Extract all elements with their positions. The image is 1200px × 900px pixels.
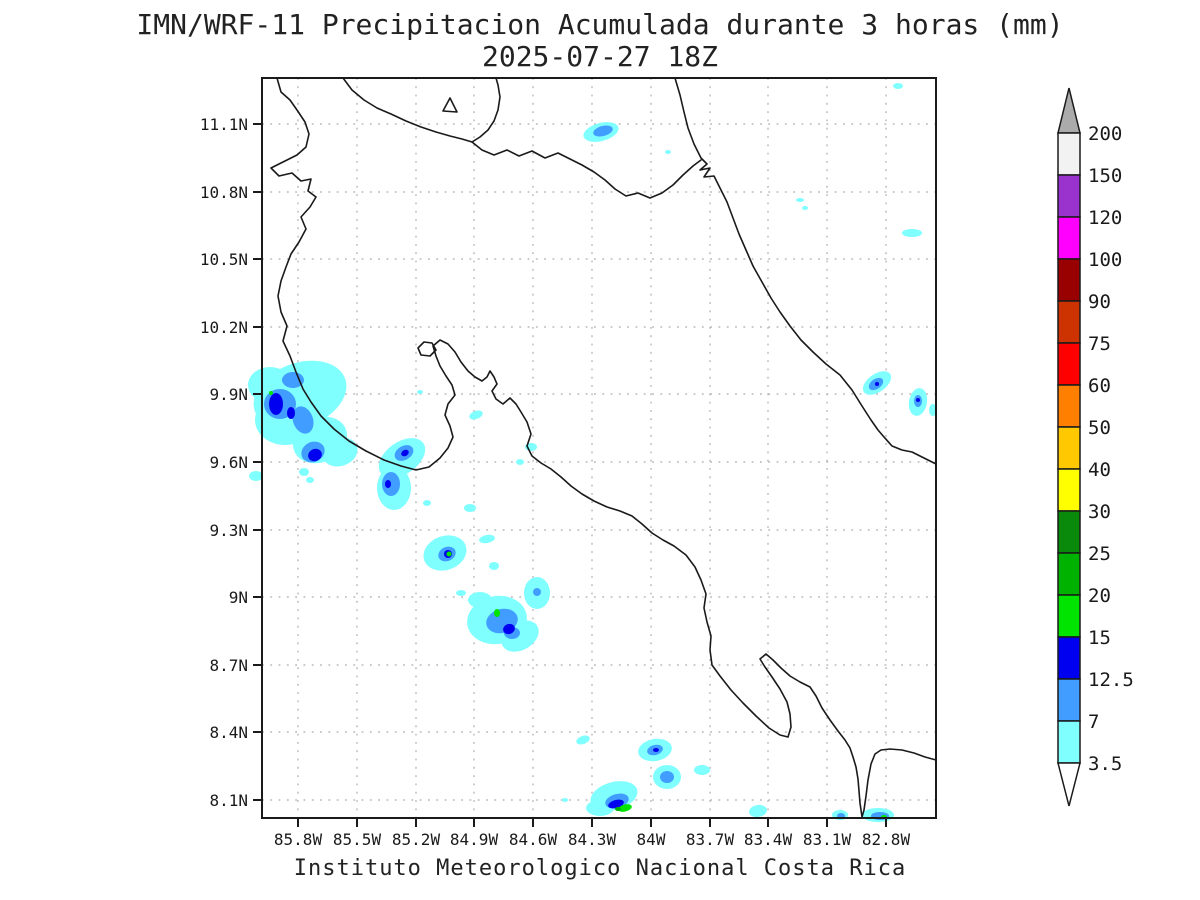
colorbar-label: 120 <box>1088 207 1122 229</box>
colorbar-label: 90 <box>1088 291 1111 313</box>
footer-credit: Instituto Meteorologico Nacional Costa R… <box>293 856 907 881</box>
colorbar-arrow-up <box>1057 87 1081 134</box>
chira-island <box>417 341 437 357</box>
colorbar-label: 15 <box>1088 627 1111 649</box>
colorbar-segment <box>1057 510 1081 554</box>
colorbar-label: 30 <box>1088 501 1111 523</box>
colorbar-segment <box>1057 636 1081 680</box>
y-tick: 9.9N <box>209 385 248 404</box>
y-tick: 11.1N <box>200 115 248 134</box>
colorbar-segment <box>1057 426 1081 470</box>
y-tick: 9.6N <box>209 453 248 472</box>
san-juan-river <box>471 141 702 199</box>
colorbar-label: 20 <box>1088 585 1111 607</box>
colorbar-label: 7 <box>1088 711 1099 733</box>
colorbar-label: 12.5 <box>1088 669 1134 691</box>
page-subtitle: 2025-07-27 18Z <box>481 40 718 73</box>
colorbar-segment <box>1057 300 1081 344</box>
plot-frame <box>261 77 937 819</box>
x-tick: 84.6W <box>509 830 558 849</box>
page-title: IMN/WRF-11 Precipitacion Acumulada duran… <box>136 8 1064 41</box>
colorbar: 200 150 120 100 90 75 60 50 40 30 25 20 … <box>1057 87 1134 807</box>
colorbar-label: 25 <box>1088 543 1111 565</box>
precip-layer-12.5mm <box>269 382 920 809</box>
colorbar-label: 50 <box>1088 417 1111 439</box>
graticule-grid <box>262 78 936 818</box>
y-axis-labels: 11.1N 10.8N 10.5N 10.2N 9.9N 9.6N 9.3N 9… <box>200 115 248 810</box>
colorbar-label: 200 <box>1088 123 1122 145</box>
colorbar-label: 75 <box>1088 333 1111 355</box>
colorbar-label: 40 <box>1088 459 1111 481</box>
colorbar-label: 60 <box>1088 375 1111 397</box>
x-tick: 83.7W <box>686 830 735 849</box>
ometepe-island <box>442 97 458 113</box>
colorbar-segment <box>1057 678 1081 722</box>
colorbar-segment <box>1057 594 1081 638</box>
x-tick: 83.4W <box>744 830 793 849</box>
x-tick: 84.9W <box>450 830 499 849</box>
colorbar-segment <box>1057 132 1081 176</box>
coastlines <box>270 77 937 818</box>
colorbar-arrow-down <box>1057 762 1081 807</box>
colorbar-segment <box>1057 216 1081 260</box>
y-tick: 8.7N <box>209 656 248 675</box>
y-tick: 8.1N <box>209 791 248 810</box>
colorbar-segment <box>1057 720 1081 764</box>
precip-layer-15mm <box>269 391 887 819</box>
y-tick: 10.8N <box>200 183 248 202</box>
pacific-coastline <box>270 77 937 818</box>
axis-tick-marks <box>253 123 887 827</box>
y-tick: 10.5N <box>200 250 248 269</box>
colorbar-segment <box>1057 258 1081 302</box>
y-tick: 9N <box>229 588 248 607</box>
colorbar-label: 150 <box>1088 165 1122 187</box>
colorbar-segment <box>1057 552 1081 596</box>
colorbar-label: 3.5 <box>1088 753 1122 775</box>
caribbean-coastline <box>674 77 937 465</box>
precip-layer-7mm <box>264 125 922 820</box>
x-axis-labels: 85.8W 85.5W 85.2W 84.9W 84.6W 84.3W 84W … <box>274 830 911 849</box>
colorbar-label: 100 <box>1088 249 1122 271</box>
precip-layer-3.5mm <box>248 83 937 822</box>
y-tick: 8.4N <box>209 723 248 742</box>
colorbar-segment <box>1057 384 1081 428</box>
x-tick: 85.5W <box>333 830 382 849</box>
colorbar-segment <box>1057 342 1081 386</box>
y-tick: 10.2N <box>200 318 248 337</box>
x-tick: 82.8W <box>862 830 911 849</box>
x-tick: 85.8W <box>274 830 323 849</box>
colorbar-segment <box>1057 468 1081 512</box>
colorbar-segment <box>1057 174 1081 218</box>
x-tick: 84W <box>637 830 666 849</box>
x-tick: 84.3W <box>568 830 617 849</box>
lake-nicaragua-shore <box>342 77 501 143</box>
x-tick: 83.1W <box>803 830 852 849</box>
x-tick: 85.2W <box>392 830 441 849</box>
y-tick: 9.3N <box>209 521 248 540</box>
